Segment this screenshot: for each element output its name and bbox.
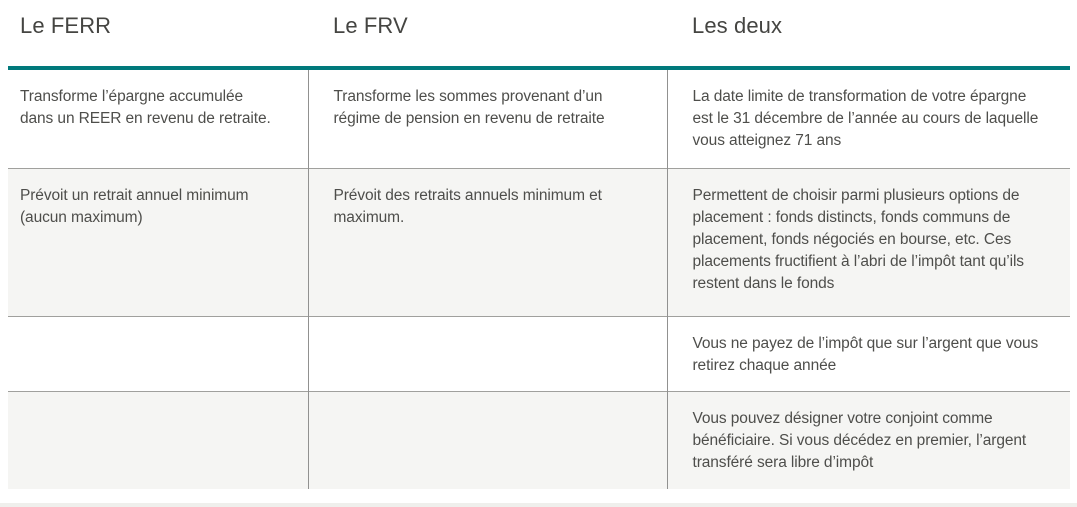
- table-cell-ferr-definition: Transforme l’épargne accumulée dans un R…: [20, 88, 271, 127]
- column-header-frv: Le FRV: [308, 0, 667, 70]
- table-row: Transforme l’épargne accumulée dans un R…: [8, 68, 1070, 168]
- table-row: Vous ne payez de l’impôt que sur l’argen…: [8, 315, 1070, 391]
- table-cell-ferr-withdrawal: Prévoit un retrait annuel minimum (aucun…: [8, 167, 308, 316]
- comparison-table: Le FERR Le FRV Les deux Transforme l’épa…: [8, 0, 1070, 489]
- column-header-les-deux: Les deux: [667, 0, 1070, 70]
- table-row: Prévoit un retrait annuel minimum (aucun…: [8, 167, 1070, 316]
- table-cell-frv-withdrawal: Prévoit des retraits annuels minimum et …: [307, 167, 667, 316]
- table-cell-empty: [8, 390, 308, 489]
- table-cell-empty: [307, 390, 667, 489]
- table-cell-tax-on-withdrawals: Vous ne payez de l’impôt que sur l’argen…: [666, 315, 1070, 391]
- table-cell-placement-options: Permettent de choisir parmi plusieurs op…: [666, 167, 1070, 316]
- table-cell-beneficiary: Vous pouvez désigner votre conjoint comm…: [666, 390, 1070, 489]
- table-cell-empty: [8, 315, 308, 391]
- table-cell-deadline: La date limite de transformation de votr…: [666, 68, 1070, 168]
- column-header-ferr: Le FERR: [8, 0, 308, 70]
- table-cell-frv-definition: Transforme les sommes provenant d’un rég…: [307, 68, 667, 168]
- bottom-divider: [0, 503, 1077, 507]
- header-row: Le FERR Le FRV Les deux: [8, 0, 1070, 70]
- table-cell-empty: [307, 315, 667, 391]
- table-row: Vous pouvez désigner votre conjoint comm…: [8, 390, 1070, 489]
